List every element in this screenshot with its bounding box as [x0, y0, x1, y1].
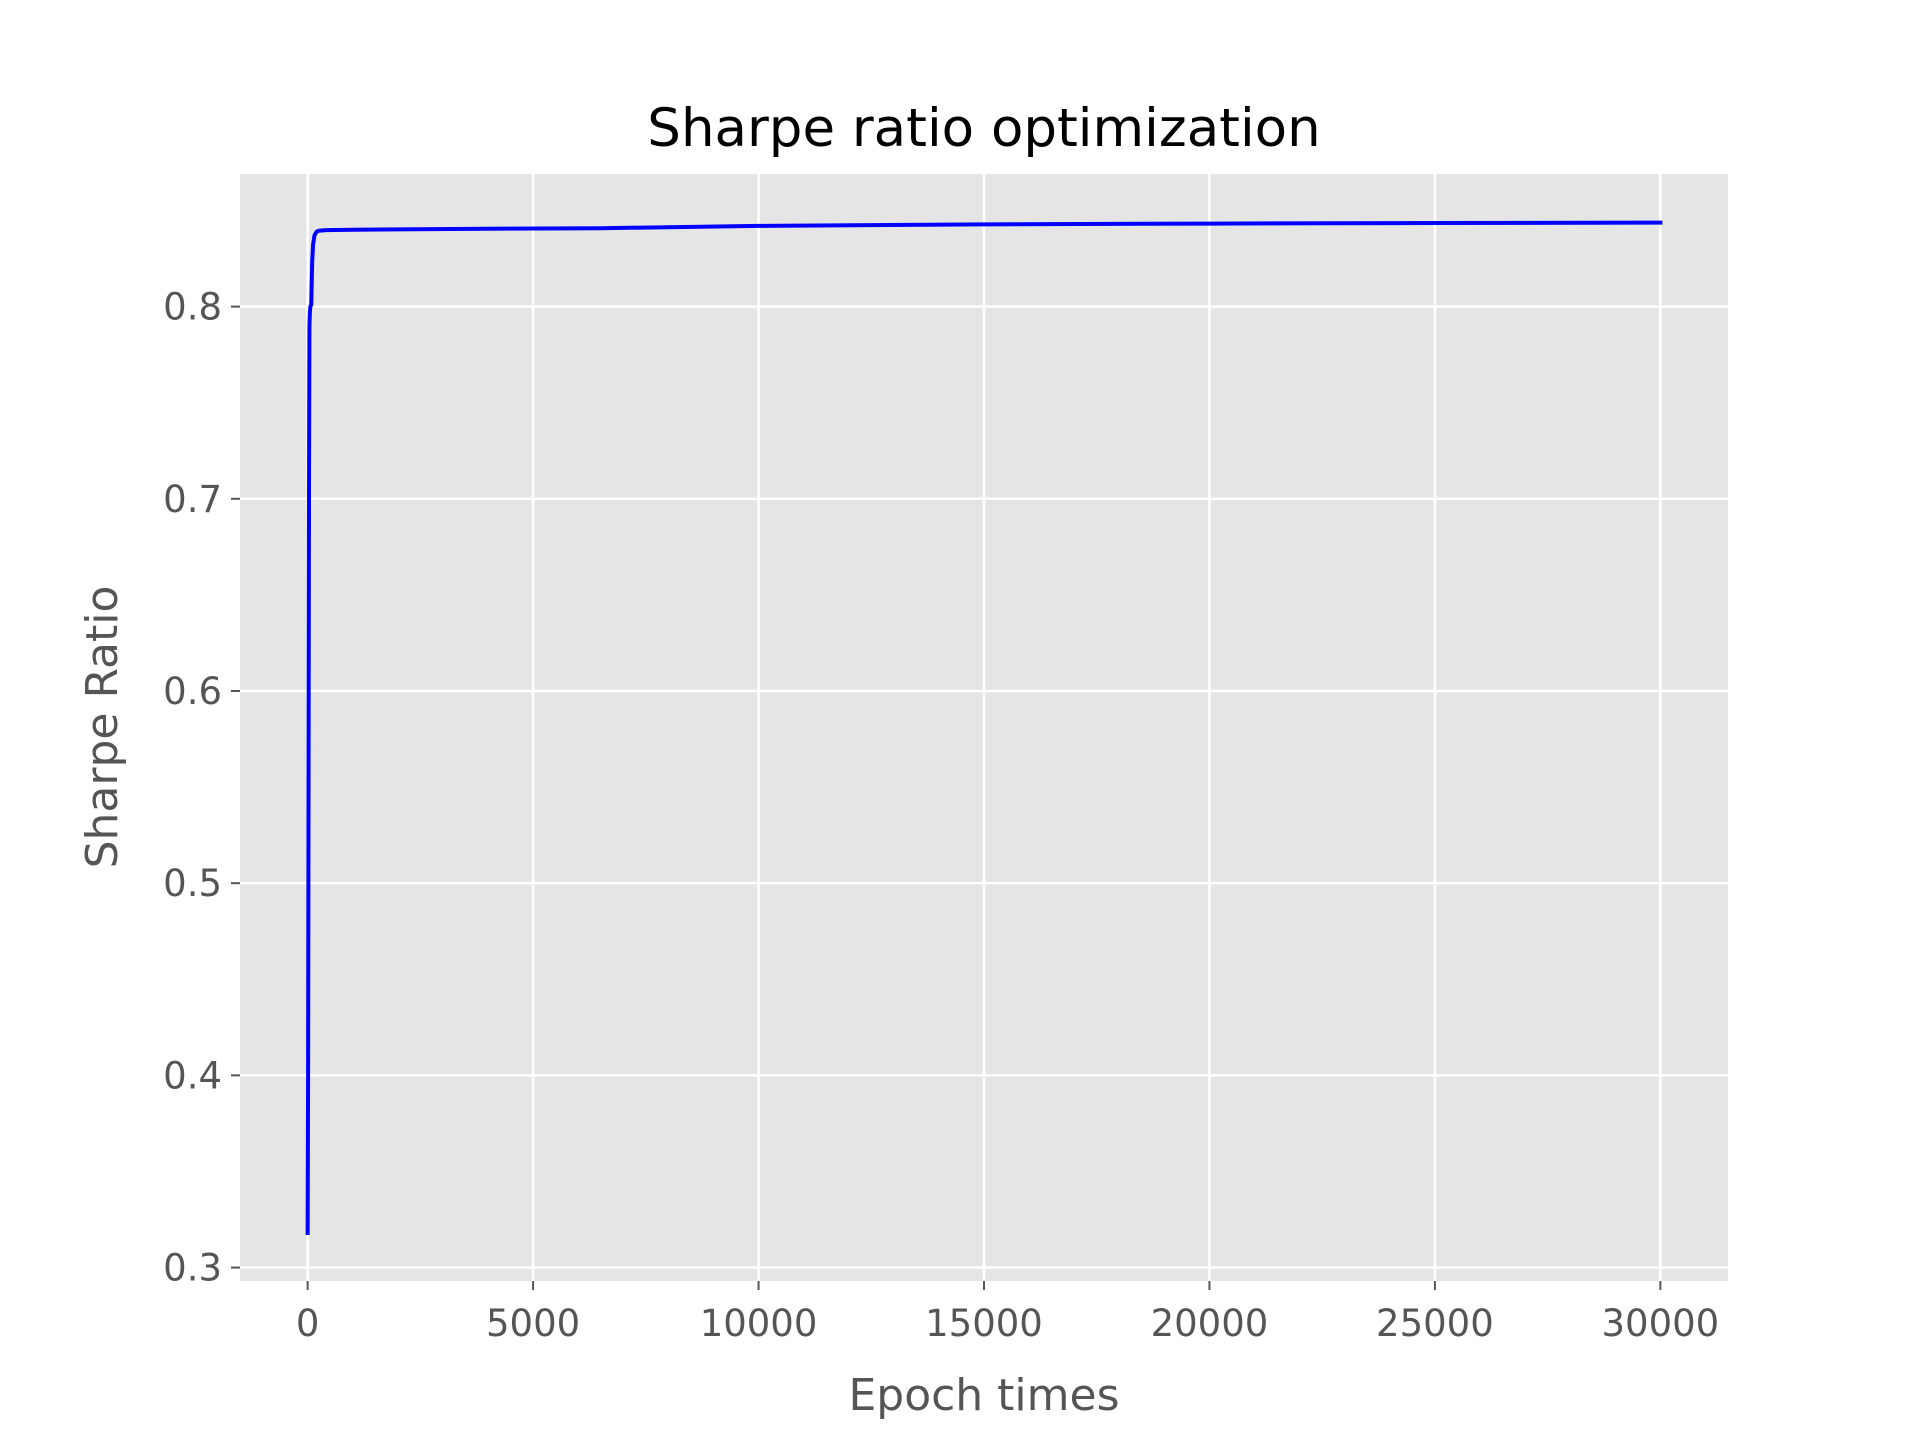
x-tick-label: 15000 [925, 1302, 1043, 1345]
x-axis-label: Epoch times [848, 1370, 1119, 1421]
y-tick-label: 0.5 [163, 862, 222, 905]
x-tick-label: 20000 [1151, 1302, 1269, 1345]
chart-title: Sharpe ratio optimization [647, 98, 1320, 159]
y-axis-label: Sharpe Ratio [77, 586, 128, 869]
y-tick-label: 0.8 [163, 286, 222, 329]
x-tick-label: 0 [296, 1302, 320, 1345]
x-tick-label: 5000 [486, 1302, 580, 1345]
y-tick-label: 0.7 [163, 478, 222, 521]
x-tick-label: 30000 [1602, 1302, 1720, 1345]
series-lines [305, 220, 1663, 1235]
x-tick-label: 10000 [700, 1302, 818, 1345]
series-line [305, 220, 1663, 1235]
x-tick-label: 25000 [1376, 1302, 1494, 1345]
grid [240, 174, 1728, 1281]
y-tick-label: 0.3 [163, 1247, 222, 1290]
axis-ticks: 0 5000 10000 15000 20000 25000 30000 0.3 0.4 0.5 0… [163, 286, 1719, 1345]
y-tick-label: 0.6 [163, 670, 222, 713]
y-tick-label: 0.4 [163, 1054, 222, 1097]
